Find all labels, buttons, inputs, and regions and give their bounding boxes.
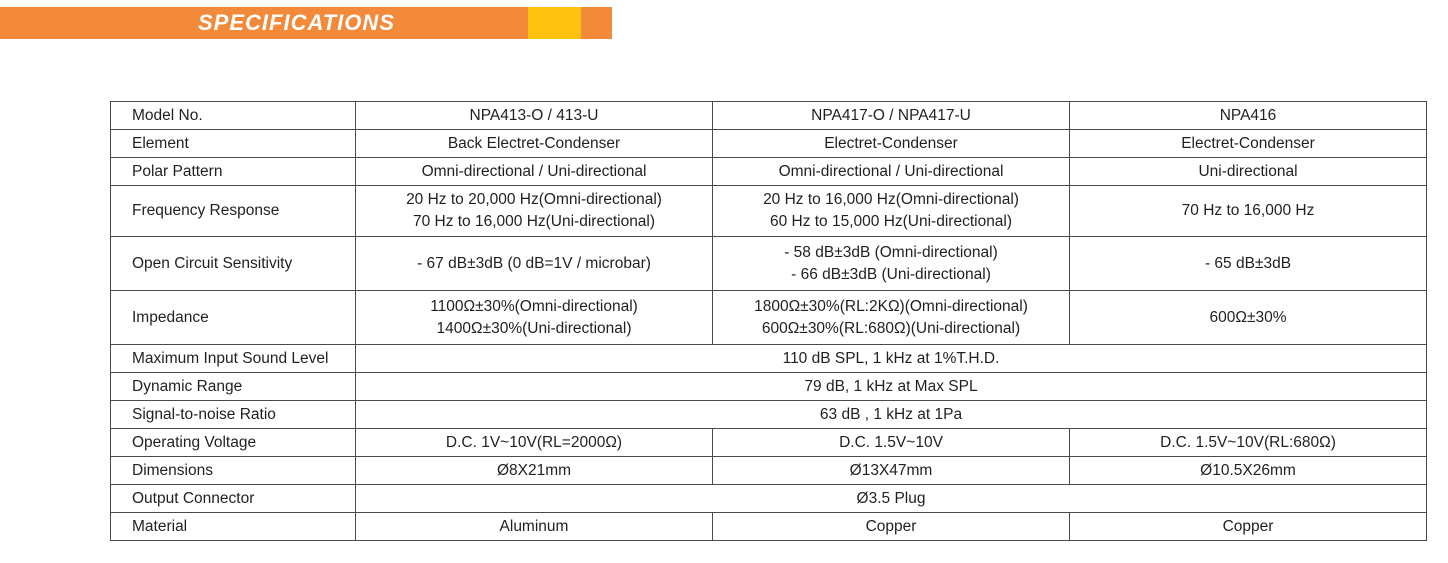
table-cell: D.C. 1V~10V(RL=2000Ω) bbox=[355, 428, 713, 457]
section-header-banner: SPECIFICATIONS bbox=[0, 7, 612, 39]
table-cell: 1100Ω±30%(Omni-directional) 1400Ω±30%(Un… bbox=[355, 290, 713, 345]
table-cell: Aluminum bbox=[355, 512, 713, 541]
row-label-dynamic-range: Dynamic Range bbox=[110, 372, 356, 401]
table-cell-span: 63 dB , 1 kHz at 1Pa bbox=[355, 400, 1427, 429]
table-row: Material Aluminum Copper Copper bbox=[110, 512, 1427, 541]
table-cell-span: 79 dB, 1 kHz at Max SPL bbox=[355, 372, 1427, 401]
table-cell: Copper bbox=[712, 512, 1070, 541]
table-row: Impedance 1100Ω±30%(Omni-directional) 14… bbox=[110, 290, 1427, 345]
table-cell: NPA413-O / 413-U bbox=[355, 101, 713, 130]
section-title: SPECIFICATIONS bbox=[198, 10, 395, 35]
table-row: Dimensions Ø8X21mm Ø13X47mm Ø10.5X26mm bbox=[110, 456, 1427, 485]
table-cell: - 65 dB±3dB bbox=[1069, 236, 1427, 291]
specifications-table: Model No. NPA413-O / 413-U NPA417-O / NP… bbox=[110, 101, 1427, 541]
row-label-model-no: Model No. bbox=[110, 101, 356, 130]
banner-orange-end bbox=[581, 7, 612, 39]
table-row: Output Connector Ø3.5 Plug bbox=[110, 484, 1427, 513]
row-label-material: Material bbox=[110, 512, 356, 541]
banner-orange-bar bbox=[0, 7, 528, 39]
table-row: Open Circuit Sensitivity - 67 dB±3dB (0 … bbox=[110, 236, 1427, 291]
table-cell: Electret-Condenser bbox=[712, 129, 1070, 158]
table-cell: 600Ω±30% bbox=[1069, 290, 1427, 345]
table-cell: Ø10.5X26mm bbox=[1069, 456, 1427, 485]
row-label-signal-to-noise: Signal-to-noise Ratio bbox=[110, 400, 356, 429]
cell-line: - 58 dB±3dB (Omni-directional) bbox=[784, 243, 998, 261]
cell-line: 70 Hz to 16,000 Hz(Uni-directional) bbox=[412, 213, 656, 230]
table-cell: 20 Hz to 20,000 Hz(Omni-directional) 70 … bbox=[355, 185, 713, 237]
row-label-dimensions: Dimensions bbox=[110, 456, 356, 485]
cell-line: 1800Ω±30%(RL:2KΩ)(Omni-directional) bbox=[754, 297, 1028, 315]
banner-yellow-accent bbox=[528, 7, 581, 39]
table-cell: Copper bbox=[1069, 512, 1427, 541]
table-row: Frequency Response 20 Hz to 20,000 Hz(Om… bbox=[110, 185, 1427, 237]
table-row: Maximum Input Sound Level 110 dB SPL, 1 … bbox=[110, 344, 1427, 373]
table-cell: Uni-directional bbox=[1069, 157, 1427, 186]
table-cell: - 67 dB±3dB (0 dB=1V / microbar) bbox=[355, 236, 713, 291]
table-cell: Ø13X47mm bbox=[712, 456, 1070, 485]
cell-line: - 66 dB±3dB (Uni-directional) bbox=[791, 265, 991, 283]
table-cell: Back Electret-Condenser bbox=[355, 129, 713, 158]
table-cell: - 58 dB±3dB (Omni-directional) - 66 dB±3… bbox=[712, 236, 1070, 291]
table-cell: Ø8X21mm bbox=[355, 456, 713, 485]
table-cell: D.C. 1.5V~10V bbox=[712, 428, 1070, 457]
row-label-frequency-response: Frequency Response bbox=[110, 185, 356, 237]
table-cell: Omni-directional / Uni-directional bbox=[712, 157, 1070, 186]
row-label-max-input-sound-level: Maximum Input Sound Level bbox=[110, 344, 356, 373]
table-row: Element Back Electret-Condenser Electret… bbox=[110, 129, 1427, 158]
row-label-output-connector: Output Connector bbox=[110, 484, 356, 513]
table-row: Model No. NPA413-O / 413-U NPA417-O / NP… bbox=[110, 101, 1427, 130]
cell-line: 20 Hz to 16,000 Hz(Omni-directional) bbox=[763, 191, 1019, 208]
table-cell-span: Ø3.5 Plug bbox=[355, 484, 1427, 513]
table-row: Polar Pattern Omni-directional / Uni-dir… bbox=[110, 157, 1427, 186]
table-cell: NPA416 bbox=[1069, 101, 1427, 130]
table-cell: 1800Ω±30%(RL:2KΩ)(Omni-directional) 600Ω… bbox=[712, 290, 1070, 345]
cell-line: 1400Ω±30%(Uni-directional) bbox=[436, 319, 632, 337]
table-cell: Electret-Condenser bbox=[1069, 129, 1427, 158]
row-label-operating-voltage: Operating Voltage bbox=[110, 428, 356, 457]
table-row: Signal-to-noise Ratio 63 dB , 1 kHz at 1… bbox=[110, 400, 1427, 429]
table-cell: Omni-directional / Uni-directional bbox=[355, 157, 713, 186]
table-row: Dynamic Range 79 dB, 1 kHz at Max SPL bbox=[110, 372, 1427, 401]
row-label-element: Element bbox=[110, 129, 356, 158]
table-cell-span: 110 dB SPL, 1 kHz at 1%T.H.D. bbox=[355, 344, 1427, 373]
row-label-impedance: Impedance bbox=[110, 290, 356, 345]
table-cell: NPA417-O / NPA417-U bbox=[712, 101, 1070, 130]
table-cell: D.C. 1.5V~10V(RL:680Ω) bbox=[1069, 428, 1427, 457]
table-row: Operating Voltage D.C. 1V~10V(RL=2000Ω) … bbox=[110, 428, 1427, 457]
cell-line: 20 Hz to 20,000 Hz(Omni-directional) bbox=[406, 191, 662, 208]
cell-line: 60 Hz to 15,000 Hz(Uni-directional) bbox=[769, 213, 1013, 230]
row-label-polar-pattern: Polar Pattern bbox=[110, 157, 356, 186]
table-cell: 20 Hz to 16,000 Hz(Omni-directional) 60 … bbox=[712, 185, 1070, 237]
row-label-open-circuit-sensitivity: Open Circuit Sensitivity bbox=[110, 236, 356, 291]
cell-line: 1100Ω±30%(Omni-directional) bbox=[430, 297, 638, 315]
cell-line: 600Ω±30%(RL:680Ω)(Uni-directional) bbox=[761, 319, 1021, 337]
table-cell: 70 Hz to 16,000 Hz bbox=[1069, 185, 1427, 237]
